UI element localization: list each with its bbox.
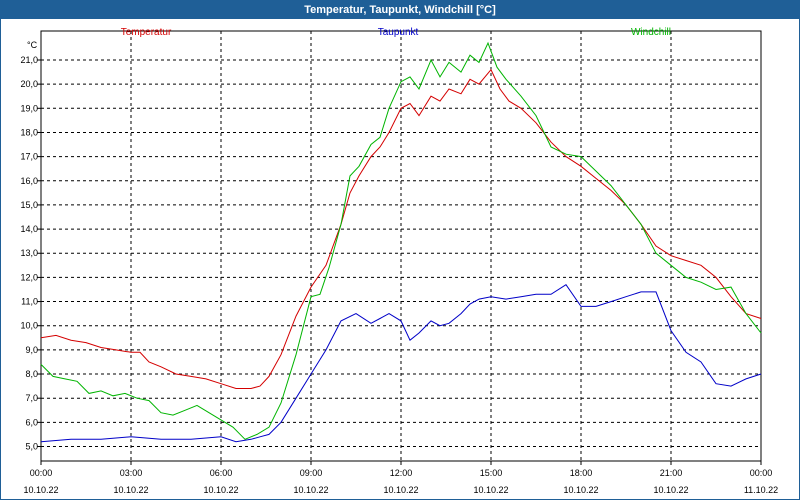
x-tick-time-label: 06:00	[210, 468, 233, 478]
series-line-taupunkt	[40, 284, 762, 443]
line-chart: 5,0 6,0 7,0 8,0 9,0 10,0 11,0 12,0 13,0 14,0 15,0 1…	[20, 27, 778, 495]
legend-label-windchill: Windchill	[631, 27, 671, 38]
window-title: Temperatur, Taupunkt, Windchill [°C]	[1, 1, 799, 19]
y-tick-label: 17,0	[20, 152, 38, 162]
x-tick-date-label: 10.10.22	[293, 485, 328, 495]
y-tick-label: 9,0	[25, 345, 38, 355]
y-tick-label: 12,0	[20, 272, 38, 282]
x-axis-ticks: 00:00 10.10.22 03:00 10.10.22 06:00 10.10.22 0…	[23, 461, 778, 495]
x-tick-time-label: 12:00	[390, 468, 413, 478]
plot-area-frame	[40, 30, 762, 462]
y-tick-label: 10,0	[20, 321, 38, 331]
legend: Temperatur Taupunkt Windchill	[121, 27, 671, 38]
legend-label-taupunkt: Taupunkt	[378, 27, 419, 38]
x-tick-time-label: 18:00	[570, 468, 593, 478]
y-tick-label: 20,0	[20, 79, 38, 89]
y-tick-label: 21,0	[20, 55, 38, 65]
x-tick-time-label: 00:00	[30, 468, 53, 478]
x-tick-time-label: 15:00	[480, 468, 503, 478]
y-tick-label: 15,0	[20, 200, 38, 210]
y-tick-label: 7,0	[25, 393, 38, 403]
y-tick-label: 13,0	[20, 248, 38, 258]
y-tick-label: 6,0	[25, 417, 38, 427]
x-tick-date-label: 10.10.22	[113, 485, 148, 495]
x-tick-date-label: 10.10.22	[563, 485, 598, 495]
x-tick-date-label: 10.10.22	[473, 485, 508, 495]
series-lines	[40, 41, 762, 443]
y-tick-label: 8,0	[25, 369, 38, 379]
x-tick-time-label: 09:00	[300, 468, 323, 478]
series-line-windchill	[40, 41, 762, 440]
x-tick-date-label: 10.10.22	[203, 485, 238, 495]
y-tick-label: 5,0	[25, 442, 38, 452]
x-tick-date-label: 10.10.22	[23, 485, 58, 495]
y-tick-label: 16,0	[20, 176, 38, 186]
y-axis-unit: °C	[27, 40, 38, 50]
legend-label-temperatur: Temperatur	[121, 27, 172, 38]
y-tick-label: 19,0	[20, 103, 38, 113]
x-tick-time-label: 21:00	[660, 468, 683, 478]
series-line-temperatur	[40, 68, 762, 389]
y-tick-label: 18,0	[20, 127, 38, 137]
y-tick-label: 11,0	[21, 297, 38, 307]
y-tick-label: 14,0	[20, 224, 38, 234]
x-tick-date-label: 11.10.22	[744, 485, 778, 495]
grid-lines	[41, 31, 761, 461]
y-axis-ticks: 5,0 6,0 7,0 8,0 9,0 10,0 11,0 12,0 13,0 14,0 15,0 1…	[20, 55, 41, 452]
x-tick-date-label: 10.10.22	[653, 485, 688, 495]
x-tick-time-label: 03:00	[120, 468, 143, 478]
x-tick-time-label: 00:00	[750, 468, 773, 478]
x-tick-date-label: 10.10.22	[383, 485, 418, 495]
